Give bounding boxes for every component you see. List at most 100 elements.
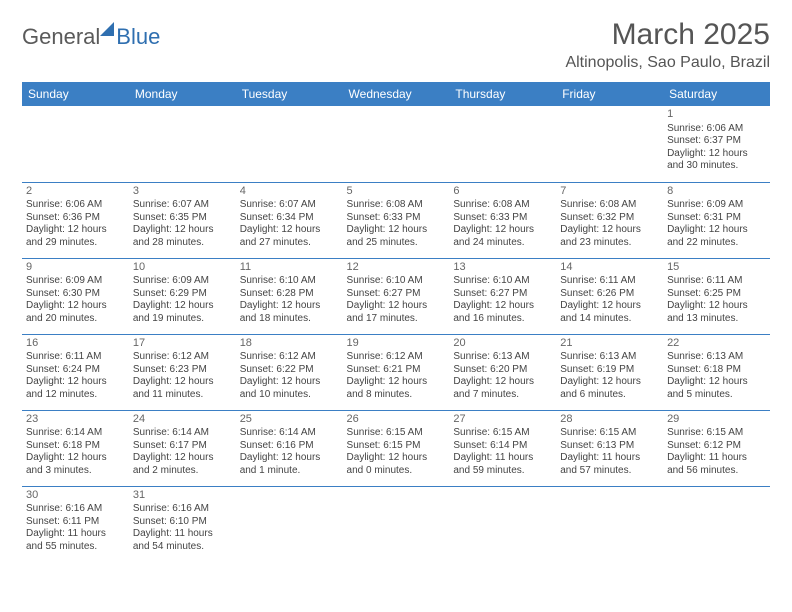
- sunset-line: Sunset: 6:31 PM: [667, 212, 766, 225]
- day-number: 1: [667, 108, 766, 122]
- day-cell: 18Sunrise: 6:12 AMSunset: 6:22 PMDayligh…: [236, 334, 343, 410]
- day-cell: 8Sunrise: 6:09 AMSunset: 6:31 PMDaylight…: [663, 182, 770, 258]
- day-number: 3: [133, 185, 232, 199]
- page-title: March 2025: [565, 18, 770, 52]
- day-header: Thursday: [449, 82, 556, 106]
- day-number: 24: [133, 413, 232, 427]
- day-number: 14: [560, 261, 659, 275]
- day-number: 27: [453, 413, 552, 427]
- empty-cell: [556, 106, 663, 182]
- logo-text-blue: Blue: [116, 24, 160, 50]
- daylight-line: Daylight: 12 hours and 29 minutes.: [26, 224, 125, 249]
- logo-text-general: General: [22, 24, 100, 50]
- sunrise-line: Sunrise: 6:12 AM: [133, 351, 232, 364]
- day-cell: 27Sunrise: 6:15 AMSunset: 6:14 PMDayligh…: [449, 410, 556, 486]
- sunrise-line: Sunrise: 6:09 AM: [133, 275, 232, 288]
- daylight-line: Daylight: 12 hours and 18 minutes.: [240, 300, 339, 325]
- empty-cell: [449, 106, 556, 182]
- daylight-line: Daylight: 12 hours and 30 minutes.: [667, 148, 766, 173]
- sunset-line: Sunset: 6:13 PM: [560, 440, 659, 453]
- day-number: 28: [560, 413, 659, 427]
- day-number: 22: [667, 337, 766, 351]
- daylight-line: Daylight: 12 hours and 5 minutes.: [667, 376, 766, 401]
- sunrise-line: Sunrise: 6:11 AM: [667, 275, 766, 288]
- daylight-line: Daylight: 12 hours and 1 minute.: [240, 452, 339, 477]
- sunrise-line: Sunrise: 6:12 AM: [347, 351, 446, 364]
- daylight-line: Daylight: 12 hours and 3 minutes.: [26, 452, 125, 477]
- day-cell: 16Sunrise: 6:11 AMSunset: 6:24 PMDayligh…: [22, 334, 129, 410]
- sunrise-line: Sunrise: 6:09 AM: [26, 275, 125, 288]
- daylight-line: Daylight: 12 hours and 19 minutes.: [133, 300, 232, 325]
- sunrise-line: Sunrise: 6:16 AM: [26, 503, 125, 516]
- empty-cell: [663, 486, 770, 562]
- logo-triangle-icon: [100, 22, 114, 36]
- daylight-line: Daylight: 12 hours and 16 minutes.: [453, 300, 552, 325]
- day-number: 6: [453, 185, 552, 199]
- sunset-line: Sunset: 6:28 PM: [240, 288, 339, 301]
- daylight-line: Daylight: 11 hours and 59 minutes.: [453, 452, 552, 477]
- sunrise-line: Sunrise: 6:08 AM: [347, 199, 446, 212]
- day-number: 9: [26, 261, 125, 275]
- sunrise-line: Sunrise: 6:15 AM: [453, 427, 552, 440]
- sunrise-line: Sunrise: 6:10 AM: [240, 275, 339, 288]
- day-number: 26: [347, 413, 446, 427]
- day-cell: 10Sunrise: 6:09 AMSunset: 6:29 PMDayligh…: [129, 258, 236, 334]
- sunset-line: Sunset: 6:33 PM: [453, 212, 552, 225]
- day-number: 19: [347, 337, 446, 351]
- sunset-line: Sunset: 6:22 PM: [240, 364, 339, 377]
- day-header: Wednesday: [343, 82, 450, 106]
- day-number: 2: [26, 185, 125, 199]
- sunrise-line: Sunrise: 6:06 AM: [26, 199, 125, 212]
- sunrise-line: Sunrise: 6:16 AM: [133, 503, 232, 516]
- day-cell: 23Sunrise: 6:14 AMSunset: 6:18 PMDayligh…: [22, 410, 129, 486]
- daylight-line: Daylight: 12 hours and 28 minutes.: [133, 224, 232, 249]
- day-number: 7: [560, 185, 659, 199]
- sunrise-line: Sunrise: 6:13 AM: [453, 351, 552, 364]
- sunrise-line: Sunrise: 6:08 AM: [453, 199, 552, 212]
- empty-cell: [129, 106, 236, 182]
- day-cell: 22Sunrise: 6:13 AMSunset: 6:18 PMDayligh…: [663, 334, 770, 410]
- sunset-line: Sunset: 6:34 PM: [240, 212, 339, 225]
- sunset-line: Sunset: 6:18 PM: [667, 364, 766, 377]
- sunset-line: Sunset: 6:21 PM: [347, 364, 446, 377]
- daylight-line: Daylight: 12 hours and 6 minutes.: [560, 376, 659, 401]
- logo: General Blue: [22, 24, 160, 50]
- day-number: 16: [26, 337, 125, 351]
- empty-cell: [343, 486, 450, 562]
- day-cell: 24Sunrise: 6:14 AMSunset: 6:17 PMDayligh…: [129, 410, 236, 486]
- day-header: Monday: [129, 82, 236, 106]
- sunset-line: Sunset: 6:23 PM: [133, 364, 232, 377]
- daylight-line: Daylight: 12 hours and 11 minutes.: [133, 376, 232, 401]
- daylight-line: Daylight: 12 hours and 7 minutes.: [453, 376, 552, 401]
- sunrise-line: Sunrise: 6:13 AM: [667, 351, 766, 364]
- day-cell: 12Sunrise: 6:10 AMSunset: 6:27 PMDayligh…: [343, 258, 450, 334]
- daylight-line: Daylight: 12 hours and 27 minutes.: [240, 224, 339, 249]
- sunset-line: Sunset: 6:25 PM: [667, 288, 766, 301]
- daylight-line: Daylight: 11 hours and 54 minutes.: [133, 528, 232, 553]
- sunset-line: Sunset: 6:37 PM: [667, 135, 766, 148]
- day-cell: 15Sunrise: 6:11 AMSunset: 6:25 PMDayligh…: [663, 258, 770, 334]
- sunset-line: Sunset: 6:33 PM: [347, 212, 446, 225]
- day-number: 31: [133, 489, 232, 503]
- day-cell: 3Sunrise: 6:07 AMSunset: 6:35 PMDaylight…: [129, 182, 236, 258]
- daylight-line: Daylight: 12 hours and 17 minutes.: [347, 300, 446, 325]
- daylight-line: Daylight: 12 hours and 24 minutes.: [453, 224, 552, 249]
- daylight-line: Daylight: 11 hours and 55 minutes.: [26, 528, 125, 553]
- daylight-line: Daylight: 12 hours and 20 minutes.: [26, 300, 125, 325]
- sunrise-line: Sunrise: 6:13 AM: [560, 351, 659, 364]
- sunset-line: Sunset: 6:32 PM: [560, 212, 659, 225]
- day-cell: 25Sunrise: 6:14 AMSunset: 6:16 PMDayligh…: [236, 410, 343, 486]
- calendar-body: 1Sunrise: 6:06 AMSunset: 6:37 PMDaylight…: [22, 106, 770, 562]
- day-cell: 14Sunrise: 6:11 AMSunset: 6:26 PMDayligh…: [556, 258, 663, 334]
- empty-cell: [236, 106, 343, 182]
- sunset-line: Sunset: 6:27 PM: [453, 288, 552, 301]
- day-number: 15: [667, 261, 766, 275]
- day-number: 17: [133, 337, 232, 351]
- sunrise-line: Sunrise: 6:11 AM: [26, 351, 125, 364]
- empty-cell: [449, 486, 556, 562]
- day-number: 18: [240, 337, 339, 351]
- day-header: Tuesday: [236, 82, 343, 106]
- sunset-line: Sunset: 6:15 PM: [347, 440, 446, 453]
- day-header: Sunday: [22, 82, 129, 106]
- sunset-line: Sunset: 6:12 PM: [667, 440, 766, 453]
